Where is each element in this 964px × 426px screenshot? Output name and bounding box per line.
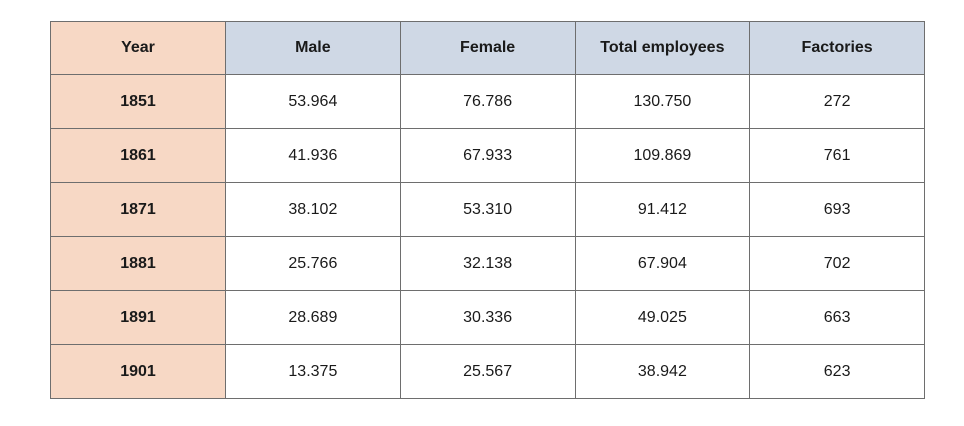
total-employees-cell: 109.869: [574, 128, 751, 183]
year-cell: 1861: [50, 128, 226, 183]
table-row: 1851 53.964 76.786 130.750 272: [50, 74, 925, 129]
table-row: 1891 28.689 30.336 49.025 663: [50, 290, 925, 345]
column-header-total-employees: Total employees: [574, 21, 751, 75]
total-employees-cell: 130.750: [574, 74, 751, 129]
column-header-male: Male: [225, 21, 401, 75]
table-row: 1861 41.936 67.933 109.869 761: [50, 128, 925, 183]
table-row: 1901 13.375 25.567 38.942 623: [50, 344, 925, 399]
year-cell: 1881: [50, 236, 226, 291]
female-cell: 25.567: [399, 344, 576, 399]
year-cell: 1901: [50, 344, 226, 399]
factories-cell: 761: [749, 128, 925, 183]
factories-cell: 623: [749, 344, 925, 399]
female-cell: 32.138: [399, 236, 576, 291]
table-row: 1881 25.766 32.138 67.904 702: [50, 236, 925, 291]
total-employees-cell: 67.904: [574, 236, 751, 291]
table-row: 1871 38.102 53.310 91.412 693: [50, 182, 925, 237]
column-header-year: Year: [50, 21, 226, 75]
year-cell: 1871: [50, 182, 226, 237]
header-row: Year Male Female Total employees Factori…: [50, 21, 925, 75]
male-cell: 13.375: [225, 344, 401, 399]
table-body: 1851 53.964 76.786 130.750 272 1861 41.9…: [50, 74, 925, 399]
male-cell: 25.766: [225, 236, 401, 291]
employment-table: Year Male Female Total employees Factori…: [50, 21, 925, 399]
year-cell: 1891: [50, 290, 226, 345]
male-cell: 38.102: [225, 182, 401, 237]
data-table-container: Year Male Female Total employees Factori…: [50, 21, 925, 399]
male-cell: 28.689: [225, 290, 401, 345]
column-header-factories: Factories: [749, 21, 925, 75]
factories-cell: 702: [749, 236, 925, 291]
factories-cell: 693: [749, 182, 925, 237]
total-employees-cell: 91.412: [574, 182, 751, 237]
year-cell: 1851: [50, 74, 226, 129]
female-cell: 30.336: [399, 290, 576, 345]
female-cell: 53.310: [399, 182, 576, 237]
factories-cell: 663: [749, 290, 925, 345]
male-cell: 41.936: [225, 128, 401, 183]
total-employees-cell: 38.942: [574, 344, 751, 399]
table-header: Year Male Female Total employees Factori…: [50, 21, 925, 75]
column-header-female: Female: [399, 21, 576, 75]
total-employees-cell: 49.025: [574, 290, 751, 345]
factories-cell: 272: [749, 74, 925, 129]
female-cell: 76.786: [399, 74, 576, 129]
male-cell: 53.964: [225, 74, 401, 129]
female-cell: 67.933: [399, 128, 576, 183]
